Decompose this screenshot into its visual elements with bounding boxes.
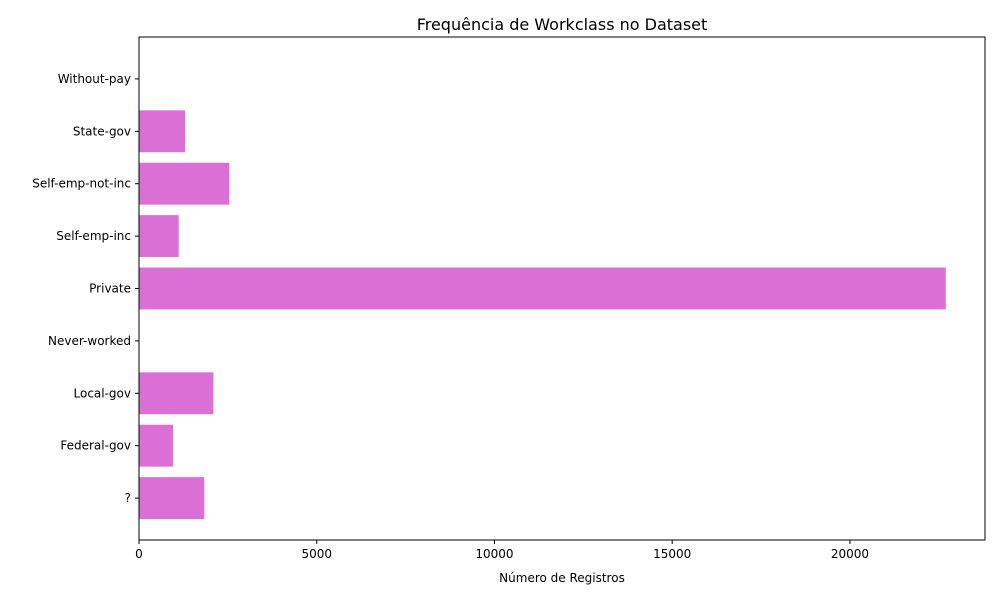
y-tick-label: Private (89, 282, 131, 296)
y-tick-label: State-gov (73, 124, 131, 138)
y-tick-label: Without-pay (58, 72, 131, 86)
plot-frame (138, 36, 986, 541)
y-tick-label: Self-emp-inc (56, 229, 131, 243)
bar-unknown (139, 477, 205, 520)
bar-private (139, 267, 946, 310)
x-tick-label: 20000 (831, 547, 869, 561)
y-tick-label: ? (125, 491, 131, 505)
bars-group (139, 57, 946, 520)
x-tick-label: 15000 (653, 547, 691, 561)
y-tick-label: Federal-gov (60, 439, 131, 453)
x-tick-label: 0 (135, 547, 143, 561)
bar-federal-gov (139, 424, 174, 467)
chart-title: Frequência de Workclass no Dataset (417, 15, 708, 34)
y-tick-label: Local-gov (74, 386, 132, 400)
bar-self-emp-inc (139, 215, 179, 258)
x-axis-label: Número de Registros (499, 571, 625, 585)
y-tick-label: Self-emp-not-inc (32, 177, 131, 191)
bar-self-emp-not-inc (139, 162, 230, 205)
x-axis-ticks: 0 5000 10000 15000 20000 (135, 540, 869, 561)
y-axis-ticks: ? Federal-gov Local-gov Never-worked Private… (32, 72, 139, 505)
y-tick-label: Never-worked (48, 334, 131, 348)
bar-local-gov (139, 372, 214, 415)
x-tick-label: 10000 (475, 547, 513, 561)
bar-state-gov (139, 110, 186, 153)
x-tick-label: 5000 (301, 547, 332, 561)
